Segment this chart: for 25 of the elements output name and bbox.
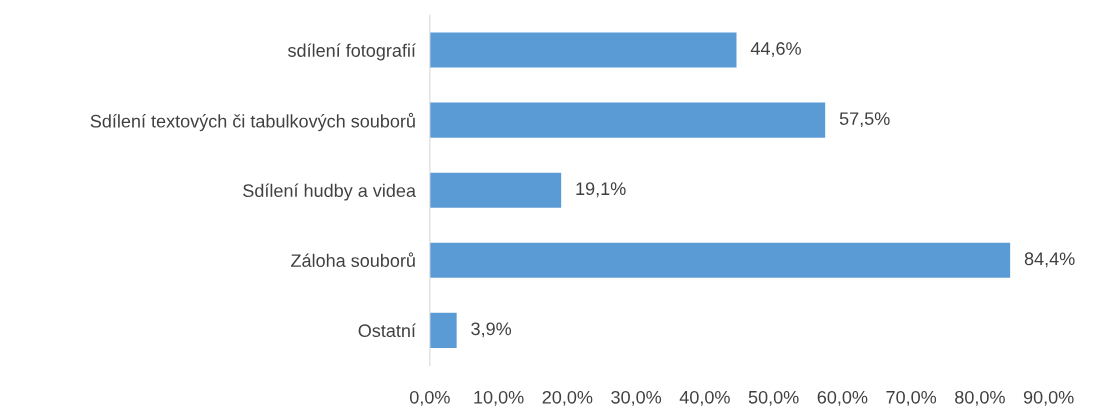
- data-label: 19,1%: [576, 182, 626, 198]
- bar: [429, 312, 457, 348]
- bar: [429, 172, 562, 208]
- x-tick-label: 90,0%: [1023, 390, 1074, 406]
- x-tick-label: 40,0%: [679, 390, 730, 406]
- x-tick-label: 70,0%: [886, 390, 937, 406]
- y-tick-label: Sdílení hudby a videa: [243, 183, 416, 201]
- y-tick-label: Ostatní: [358, 323, 416, 338]
- x-tick-label: 0,0%: [409, 390, 450, 406]
- data-label: 44,6%: [750, 42, 801, 58]
- data-label: 57,5%: [839, 112, 890, 128]
- bar: [429, 32, 737, 68]
- x-tick-label: 80,0%: [955, 390, 1005, 406]
- x-tick-label: 10,0%: [474, 390, 524, 406]
- y-tick-label: sdílení fotografií: [288, 43, 416, 61]
- data-label: 84,4%: [1024, 252, 1075, 268]
- x-tick-label: 20,0%: [542, 390, 593, 406]
- bar: [429, 102, 826, 138]
- data-label: 3,9%: [471, 322, 512, 338]
- bar: [429, 242, 1011, 278]
- x-tick-label: 50,0%: [748, 390, 799, 406]
- x-tick-label: 60,0%: [817, 390, 868, 406]
- y-tick-label: Sdílení textových či tabulkových souborů: [90, 112, 415, 132]
- y-tick-label: Záloha souborů: [291, 252, 415, 268]
- x-tick-label: 30,0%: [611, 390, 662, 406]
